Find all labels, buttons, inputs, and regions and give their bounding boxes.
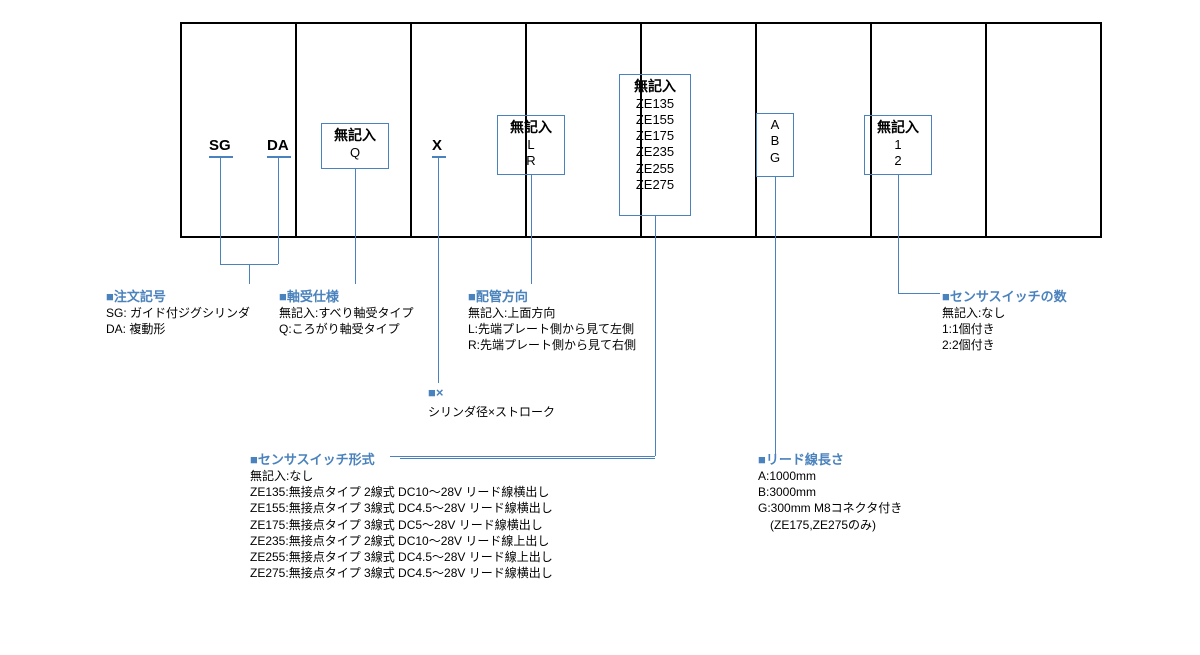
section-body-x: シリンダ径×ストローク [428, 404, 555, 420]
section-body-line: 1:1個付き [942, 321, 1005, 337]
section-title-sensor: ■センサスイッチ形式 [250, 449, 375, 468]
section-title-piping: ■配管方向 [468, 286, 528, 305]
opt-box-bearing-line: Q [324, 145, 386, 161]
opt-box-count-header: 無記入 [867, 119, 929, 137]
connector-line [898, 293, 940, 294]
section-body-line: 2:2個付き [942, 337, 1005, 353]
section-body-line: SG: ガイド付ジグシリンダ [106, 305, 250, 321]
section-title-sensor-rule [400, 458, 655, 459]
section-body-line: 無記入:すべり軸受タイプ [279, 305, 414, 321]
section-body-line: A:1000mm [758, 468, 902, 484]
opt-box-lead-line: B [759, 133, 791, 149]
section-title-order: ■注文記号 [106, 286, 166, 305]
opt-box-lead-header: A [759, 117, 791, 133]
opt-box-count-line: 1 [867, 137, 929, 153]
order-code-cell-0 [180, 22, 297, 238]
section-body-line: 無記入:なし [942, 305, 1005, 321]
opt-box-piping: 無記入LR [497, 115, 565, 175]
code-x: X [432, 137, 442, 154]
connector-line [775, 177, 776, 456]
opt-box-count: 無記入12 [864, 115, 932, 175]
opt-box-sensor-line: ZE255 [622, 161, 688, 177]
section-body-line: ZE275:無接点タイプ 3線式 DC4.5〜28V リード線横出し [250, 565, 553, 581]
opt-box-piping-line: L [500, 137, 562, 153]
connector-line [249, 264, 250, 284]
opt-box-sensor-header: 無記入 [622, 78, 688, 96]
opt-box-count-line: 2 [867, 153, 929, 169]
code-da: DA [267, 137, 289, 154]
opt-box-piping-line: R [500, 153, 562, 169]
section-title-count: ■センサスイッチの数 [942, 286, 1067, 305]
section-body-line: 無記入:上面方向 [468, 305, 636, 321]
connector-line [898, 175, 899, 293]
code-underline [209, 156, 233, 158]
section-title-bearing: ■軸受仕様 [279, 286, 339, 305]
section-body-line: ZE135:無接点タイプ 2線式 DC10〜28V リード線横出し [250, 484, 553, 500]
section-body-lead: A:1000mmB:3000mmG:300mm M8コネクタ付き (ZE175,… [758, 468, 902, 533]
connector-line [220, 156, 221, 264]
section-body-line: 無記入:なし [250, 468, 553, 484]
section-body-line: L:先端プレート側から見て左側 [468, 321, 636, 337]
code-underline [267, 156, 291, 158]
opt-box-lead: ABG [756, 113, 794, 177]
connector-line [531, 175, 532, 284]
section-body-piping: 無記入:上面方向L:先端プレート側から見て左側R:先端プレート側から見て右側 [468, 305, 636, 354]
section-body-line: ZE155:無接点タイプ 3線式 DC4.5〜28V リード線横出し [250, 500, 553, 516]
section-title-lead: ■リード線長さ [758, 449, 844, 468]
section-body-count: 無記入:なし1:1個付き2:2個付き [942, 305, 1005, 354]
section-body-line: DA: 複動形 [106, 321, 250, 337]
opt-box-sensor-line: ZE175 [622, 128, 688, 144]
section-body-line: Q:ころがり軸受タイプ [279, 321, 414, 337]
opt-box-sensor-line: ZE275 [622, 177, 688, 193]
section-body-sensor: 無記入:なしZE135:無接点タイプ 2線式 DC10〜28V リード線横出しZ… [250, 468, 553, 581]
section-body-line: ZE255:無接点タイプ 3線式 DC4.5〜28V リード線上出し [250, 549, 553, 565]
section-body-line: (ZE175,ZE275のみ) [758, 517, 902, 533]
section-body-line: R:先端プレート側から見て右側 [468, 337, 636, 353]
opt-box-bearing: 無記入Q [321, 123, 389, 169]
code-sg: SG [209, 137, 231, 154]
connector-line [278, 156, 279, 264]
opt-box-piping-header: 無記入 [500, 119, 562, 137]
opt-box-lead-line: G [759, 150, 791, 166]
opt-box-sensor-line: ZE135 [622, 96, 688, 112]
opt-box-sensor-line: ZE235 [622, 144, 688, 160]
section-body-line: ZE175:無接点タイプ 3線式 DC5〜28V リード線横出し [250, 517, 553, 533]
opt-box-sensor-line: ZE155 [622, 112, 688, 128]
section-title-x: ■× [428, 385, 443, 400]
section-body-line: B:3000mm [758, 484, 902, 500]
section-body-line: シリンダ径×ストローク [428, 404, 555, 420]
connector-line [655, 216, 656, 456]
code-underline [432, 156, 446, 158]
section-body-line: G:300mm M8コネクタ付き [758, 500, 902, 516]
connector-line [438, 156, 439, 383]
connector-line [390, 456, 655, 457]
connector-line [355, 169, 356, 284]
opt-box-sensor: 無記入ZE135ZE155ZE175ZE235ZE255ZE275 [619, 74, 691, 216]
section-body-bearing: 無記入:すべり軸受タイプQ:ころがり軸受タイプ [279, 305, 414, 337]
section-body-order: SG: ガイド付ジグシリンダDA: 複動形 [106, 305, 250, 337]
section-body-line: ZE235:無接点タイプ 2線式 DC10〜28V リード線上出し [250, 533, 553, 549]
opt-box-bearing-header: 無記入 [324, 127, 386, 145]
order-code-cell-7 [985, 22, 1102, 238]
